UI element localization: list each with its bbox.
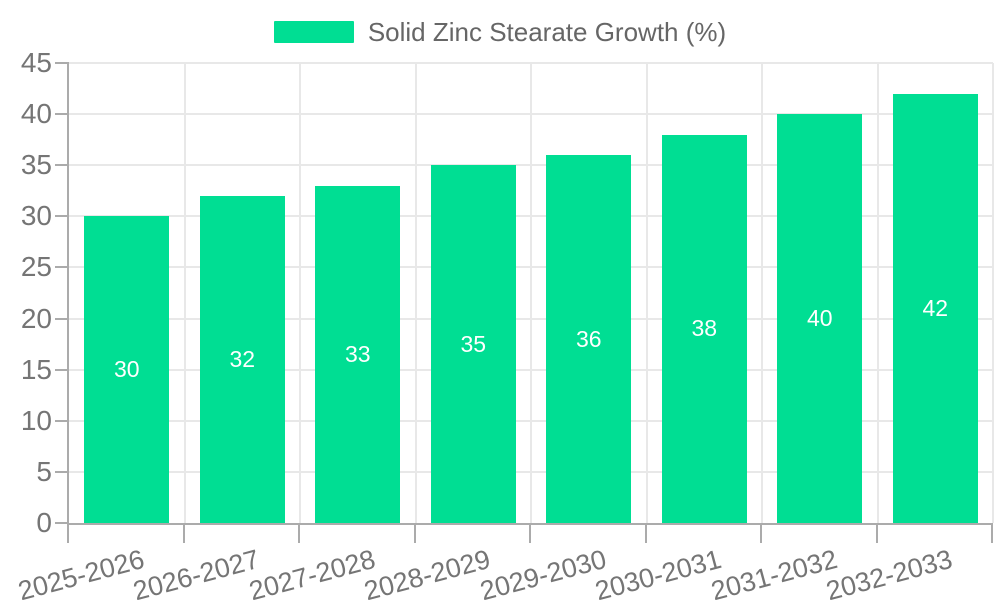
gridline-vertical	[645, 63, 648, 523]
y-tick-mark	[55, 215, 69, 218]
y-tick-label: 25	[20, 251, 52, 283]
y-axis-line	[67, 63, 69, 525]
plot-area: 30 32 33 35 36 38 40 42	[69, 62, 994, 523]
y-tick-label: 0	[36, 507, 52, 538]
y-tick-label: 35	[20, 149, 52, 181]
gridline-vertical	[414, 63, 417, 523]
bar: 30	[84, 216, 170, 523]
gridline-vertical	[183, 63, 186, 523]
x-tick-mark	[644, 525, 647, 543]
y-tick-label: 30	[20, 200, 52, 232]
x-tick-mark	[182, 525, 185, 543]
y-tick-label: 20	[20, 302, 52, 334]
y-tick-mark	[55, 470, 69, 473]
x-tick-mark	[529, 525, 531, 543]
x-tick-label: 2027-2028	[245, 543, 379, 600]
bar-value-label: 38	[691, 315, 718, 342]
bar: 33	[315, 185, 401, 523]
y-tick-mark	[55, 522, 69, 524]
y-tick-label: 5	[36, 455, 52, 487]
y-tick-mark	[55, 164, 69, 167]
bar: 35	[430, 165, 516, 523]
y-tick-label: 10	[20, 404, 52, 436]
x-tick-label: 2031-2032	[707, 543, 841, 600]
x-tick-label: 2032-2033	[823, 543, 956, 600]
x-tick-mark	[760, 525, 762, 543]
x-tick-label: 2029-2030	[476, 543, 610, 600]
bar-value-label: 40	[806, 305, 833, 332]
y-tick-label: 15	[20, 353, 52, 385]
y-tick-mark	[55, 266, 69, 269]
gridline-vertical	[992, 63, 994, 523]
y-tick-mark	[55, 113, 69, 116]
x-tick-label: 2026-2027	[130, 543, 263, 600]
y-tick-label: 45	[20, 47, 52, 78]
bar-value-label: 33	[344, 340, 371, 367]
gridline-vertical	[299, 63, 301, 523]
y-tick-mark	[55, 317, 69, 320]
x-tick-mark	[413, 525, 416, 543]
bar: 32	[199, 195, 285, 523]
y-tick-mark	[55, 62, 69, 64]
bar-value-label: 42	[922, 294, 949, 321]
x-axis-line	[67, 523, 993, 525]
bar-value-label: 32	[229, 345, 256, 372]
bar: 42	[892, 93, 978, 523]
x-tick-mark	[298, 525, 300, 543]
bar-value-label: 36	[575, 325, 602, 352]
x-tick-label: 2030-2031	[592, 543, 725, 600]
legend-label: Solid Zinc Stearate Growth (%)	[367, 17, 727, 47]
y-tick-mark	[55, 419, 69, 422]
gridline-vertical	[876, 63, 879, 523]
bar: 36	[546, 155, 632, 523]
y-tick-mark	[55, 368, 69, 371]
legend-swatch	[273, 21, 354, 43]
y-tick-label: 40	[20, 98, 52, 130]
gridline-vertical	[530, 63, 532, 523]
bar: 38	[661, 134, 747, 523]
x-tick-mark	[67, 525, 69, 543]
x-tick-label: 2025-2026	[14, 543, 148, 600]
legend: Solid Zinc Stearate Growth (%)	[0, 12, 1000, 52]
x-tick-label: 2028-2029	[361, 543, 494, 600]
x-tick-mark	[991, 525, 993, 543]
bar-value-label: 35	[460, 330, 487, 357]
bar-value-label: 30	[113, 356, 140, 383]
x-tick-mark	[875, 525, 878, 543]
gridline-vertical	[761, 63, 763, 523]
bar: 40	[777, 114, 863, 523]
